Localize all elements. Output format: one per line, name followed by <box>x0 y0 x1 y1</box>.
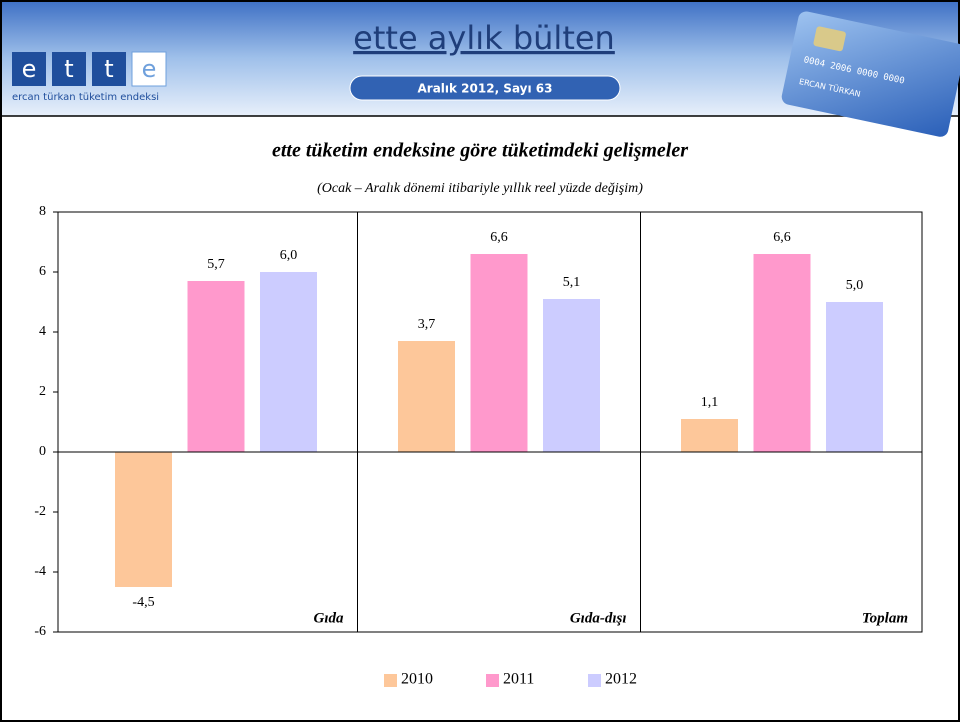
y-tick-label: 4 <box>39 324 46 339</box>
logo-caption: ercan türkan tüketim endeksi <box>12 92 159 103</box>
value-label: 6,6 <box>490 230 508 245</box>
bar <box>753 254 811 452</box>
value-label: 5,1 <box>563 275 581 290</box>
y-tick-label: 2 <box>39 384 46 399</box>
legend-swatch <box>384 674 397 687</box>
category-label: Gıda <box>314 610 345 626</box>
legend-swatch <box>486 674 499 687</box>
value-label: 1,1 <box>701 395 719 410</box>
bar <box>470 254 528 452</box>
category-label: Gıda-dışı <box>570 610 627 626</box>
logo-letter: t <box>64 55 73 83</box>
legend-label: 2010 <box>401 671 433 688</box>
y-tick-label: 0 <box>39 444 46 459</box>
bar <box>398 341 455 452</box>
bar <box>543 299 600 452</box>
logo-letter: t <box>104 55 113 83</box>
issue-pill <box>349 75 621 101</box>
value-label: 5,7 <box>207 257 225 272</box>
logo-letter: e <box>142 55 157 83</box>
bar <box>260 272 317 452</box>
y-tick-label: 8 <box>39 204 46 219</box>
bar <box>681 419 738 452</box>
bar <box>115 452 172 587</box>
y-tick-label: 6 <box>39 264 46 279</box>
value-label: 6,0 <box>280 248 298 263</box>
legend-label: 2011 <box>503 671 534 688</box>
issue-text: Aralık 2012, Sayı 63 <box>417 82 552 96</box>
category-label: Toplam <box>862 610 908 626</box>
value-label: 5,0 <box>846 278 864 293</box>
bulletin-title: ette aylık bülten <box>353 19 615 57</box>
plot-frame <box>57 211 923 633</box>
chart-subtitle: (Ocak – Aralık dönemi itibariyle yıllık … <box>317 181 643 196</box>
credit-card: 0004 2006 0000 0000 ERCAN TÜRKAN <box>781 11 960 137</box>
value-label: -4,5 <box>132 595 154 610</box>
bar <box>187 281 245 452</box>
value-label: 6,6 <box>773 230 791 245</box>
bar <box>826 302 883 452</box>
legend-label: 2012 <box>605 671 637 688</box>
value-label: 3,7 <box>418 317 436 332</box>
logo-letter: e <box>22 55 37 83</box>
y-tick-label: -2 <box>34 504 46 519</box>
legend-swatch <box>588 674 601 687</box>
logo: e t t e ercan türkan tüketim endeksi <box>12 51 167 103</box>
y-tick-label: -4 <box>34 564 46 579</box>
chart-title: ette tüketim endeksine göre tüketimdeki … <box>272 140 688 162</box>
y-tick-label: -6 <box>34 624 46 639</box>
